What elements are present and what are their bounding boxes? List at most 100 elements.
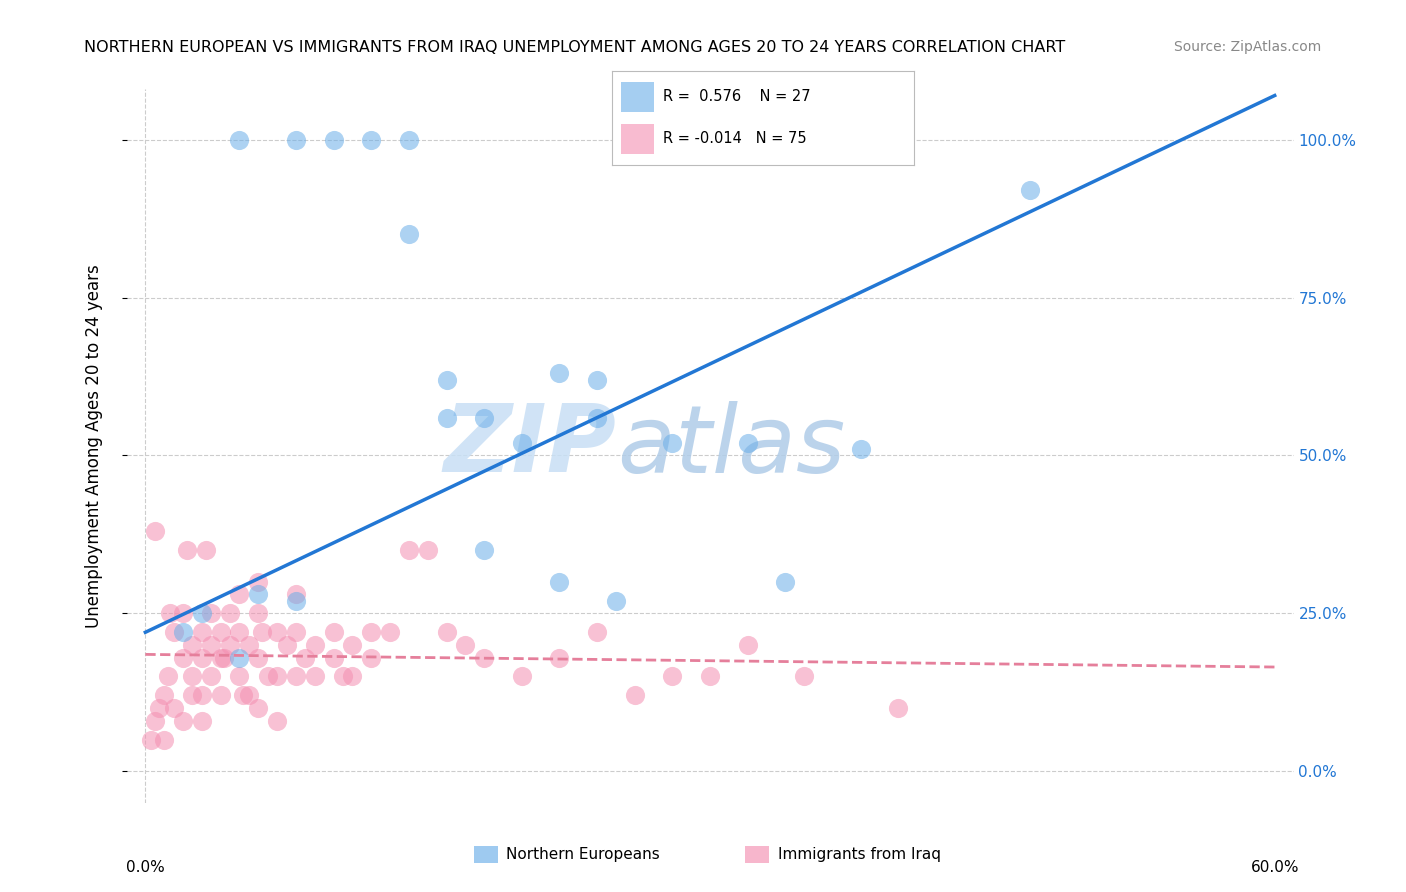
Text: Source: ZipAtlas.com: Source: ZipAtlas.com (1174, 40, 1322, 54)
Point (191, 607, 214, 621)
Point (398, 227, 420, 242)
Point (472, 410, 495, 425)
Point (247, 587, 270, 601)
Point (304, 669, 326, 683)
Point (232, 689, 254, 703)
Point (793, 669, 815, 683)
Point (143, 714, 166, 728)
Point (162, 701, 184, 715)
Point (247, 607, 270, 621)
Point (191, 714, 214, 728)
Point (472, 650, 495, 665)
Point (191, 650, 214, 665)
Point (887, 701, 910, 715)
Point (849, 442, 872, 457)
Point (200, 638, 222, 652)
Point (176, 543, 198, 558)
Point (209, 689, 232, 703)
Point (209, 625, 232, 640)
Point (238, 638, 260, 652)
Point (1019, 183, 1042, 197)
Point (266, 714, 288, 728)
Point (200, 607, 222, 621)
Point (172, 625, 194, 640)
Point (342, 669, 364, 683)
Point (454, 638, 477, 652)
Text: ZIP: ZIP (444, 400, 617, 492)
Point (332, 669, 354, 683)
Point (775, 574, 797, 589)
Point (159, 607, 181, 621)
Text: 60.0%: 60.0% (1250, 860, 1299, 875)
Point (661, 435, 683, 450)
Point (284, 593, 307, 607)
Point (256, 669, 278, 683)
Point (228, 625, 250, 640)
Point (266, 625, 288, 640)
Point (191, 689, 214, 703)
Point (250, 625, 273, 640)
Point (143, 524, 166, 539)
Text: Northern Europeans: Northern Europeans (506, 847, 659, 862)
Point (378, 625, 401, 640)
Point (266, 669, 288, 683)
Point (247, 574, 270, 589)
Point (238, 689, 260, 703)
Point (360, 133, 382, 147)
Point (623, 133, 645, 147)
Point (181, 689, 204, 703)
Point (162, 625, 184, 640)
Point (398, 543, 420, 558)
Text: 0.0%: 0.0% (127, 860, 165, 875)
Point (284, 625, 307, 640)
Point (200, 669, 222, 683)
Point (436, 373, 458, 387)
Point (214, 650, 236, 665)
Point (322, 625, 344, 640)
Point (156, 669, 179, 683)
Text: R = -0.014   N = 75: R = -0.014 N = 75 (664, 131, 807, 146)
Text: NORTHERN EUROPEAN VS IMMIGRANTS FROM IRAQ UNEMPLOYMENT AMONG AGES 20 TO 24 YEARS: NORTHERN EUROPEAN VS IMMIGRANTS FROM IRA… (84, 40, 1066, 55)
Point (172, 714, 194, 728)
Point (661, 669, 683, 683)
Point (172, 650, 194, 665)
Point (322, 650, 344, 665)
Point (605, 593, 627, 607)
Text: atlas: atlas (617, 401, 845, 491)
Point (228, 133, 250, 147)
Point (228, 587, 250, 601)
Point (304, 638, 326, 652)
Point (360, 650, 382, 665)
Point (219, 607, 242, 621)
Text: Immigrants from Iraq: Immigrants from Iraq (778, 847, 941, 862)
Point (436, 410, 458, 425)
Point (194, 543, 217, 558)
Point (737, 638, 759, 652)
Point (322, 133, 344, 147)
Point (284, 587, 307, 601)
Point (228, 669, 250, 683)
Text: R =  0.576    N = 27: R = 0.576 N = 27 (664, 89, 811, 104)
Point (586, 625, 609, 640)
Bar (620, 124, 654, 153)
Point (416, 543, 439, 558)
Point (548, 574, 571, 589)
Point (181, 638, 204, 652)
Point (737, 435, 759, 450)
Point (623, 689, 645, 703)
Point (342, 638, 364, 652)
Point (586, 373, 609, 387)
Bar (620, 82, 654, 112)
Point (284, 133, 307, 147)
Point (284, 669, 307, 683)
Point (472, 543, 495, 558)
Y-axis label: Unemployment Among Ages 20 to 24 years: Unemployment Among Ages 20 to 24 years (84, 264, 103, 628)
Point (548, 367, 571, 381)
Point (510, 435, 533, 450)
Point (191, 625, 214, 640)
Point (294, 650, 316, 665)
Point (548, 650, 571, 665)
Point (436, 625, 458, 640)
Point (360, 625, 382, 640)
Point (139, 732, 162, 747)
